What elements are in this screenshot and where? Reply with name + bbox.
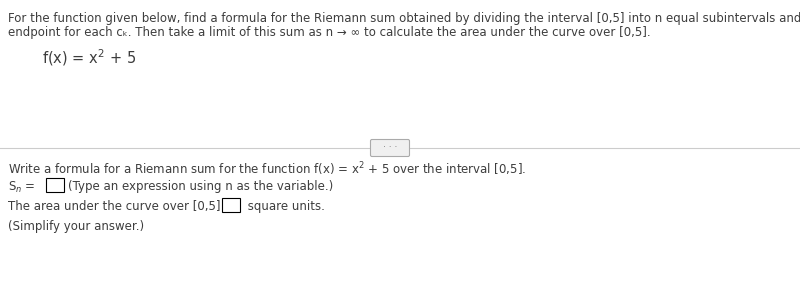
Text: endpoint for each cₖ. Then take a limit of this sum as n → ∞ to calculate the ar: endpoint for each cₖ. Then take a limit … [8,26,650,39]
Text: f(x) = x$^2$ + 5: f(x) = x$^2$ + 5 [42,47,136,68]
Text: (Type an expression using n as the variable.): (Type an expression using n as the varia… [68,180,334,193]
FancyBboxPatch shape [222,198,240,212]
Text: S$_n$ =: S$_n$ = [8,180,35,195]
Text: For the function given below, find a formula for the Riemann sum obtained by div: For the function given below, find a for… [8,12,800,25]
Text: Write a formula for a Riemann sum for the function f(x) = x$^2$ + 5 over the int: Write a formula for a Riemann sum for th… [8,160,526,177]
FancyBboxPatch shape [370,139,410,157]
Text: · · ·: · · · [383,144,397,153]
Text: The area under the curve over [0,5] is: The area under the curve over [0,5] is [8,200,234,213]
Text: square units.: square units. [244,200,325,213]
FancyBboxPatch shape [46,178,64,192]
Text: (Simplify your answer.): (Simplify your answer.) [8,220,144,233]
